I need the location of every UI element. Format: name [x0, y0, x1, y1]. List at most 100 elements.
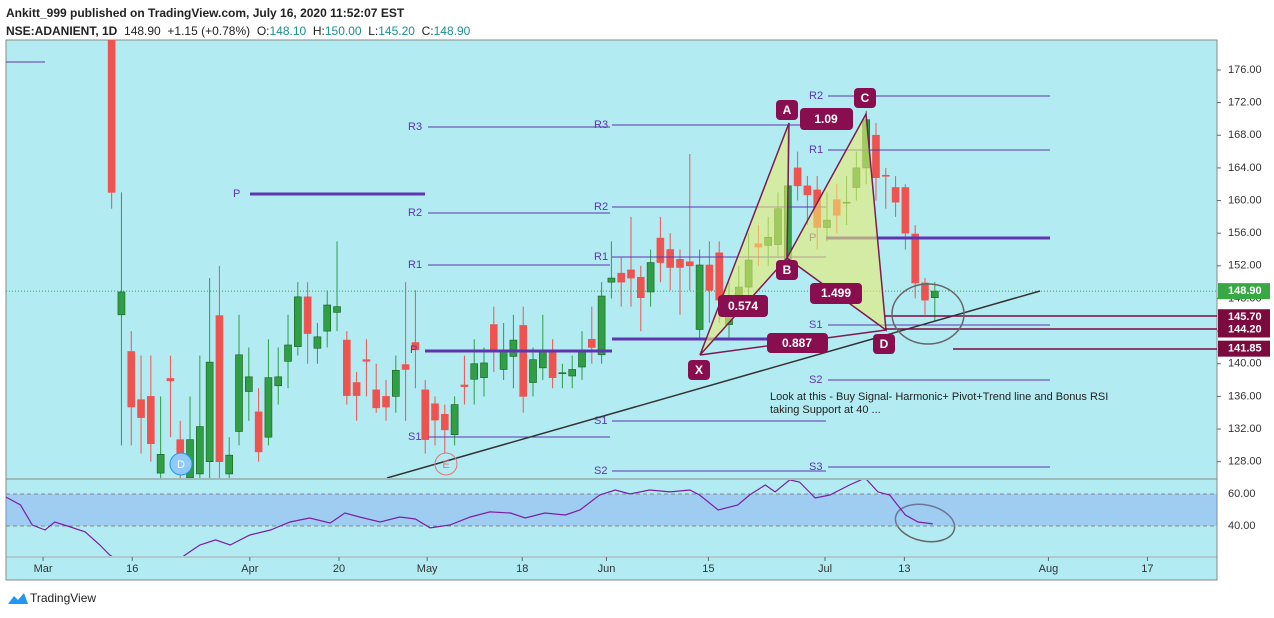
- candle-body: [460, 384, 469, 387]
- footer: TradingView: [6, 590, 96, 606]
- x-tick-label: 15: [702, 563, 714, 575]
- price-label: 144.20: [1228, 323, 1262, 335]
- x-tick-label: 17: [1141, 563, 1153, 575]
- candle-body: [891, 187, 900, 203]
- candle-body: [401, 364, 410, 370]
- candle-body: [372, 389, 381, 409]
- candle-body: [294, 296, 302, 347]
- point-box: [688, 360, 710, 380]
- pivot-label: R3: [594, 119, 608, 131]
- candle-body: [333, 306, 341, 313]
- candle-body: [588, 338, 596, 348]
- y-tick-label: 172.00: [1228, 97, 1262, 109]
- candle-body: [509, 339, 518, 357]
- candle-body: [558, 372, 567, 375]
- ohlc-label: H:: [312, 24, 325, 38]
- ratio-label: 0.574: [728, 299, 758, 313]
- candle-body: [529, 359, 537, 383]
- last-price: 148.90: [124, 24, 161, 38]
- x-tick-label: 16: [126, 563, 138, 575]
- pivot-label: P: [233, 188, 240, 200]
- candle-body: [303, 296, 312, 334]
- candle-body: [539, 349, 547, 369]
- candle-body: [646, 262, 655, 293]
- plot-background: [5, 39, 1218, 581]
- ratio-label: 0.887: [782, 336, 812, 350]
- change: +1.15 (+0.78%): [167, 24, 251, 38]
- symbol: NSE:ADANIENT, 1D: [6, 24, 118, 38]
- rsi-band: [6, 494, 1217, 526]
- rsi-line: [6, 480, 933, 556]
- price-label: 141.85: [1228, 343, 1262, 355]
- y-tick-label: 160.00: [1228, 194, 1262, 206]
- candle-body: [901, 187, 910, 234]
- ratio-box: [810, 283, 862, 304]
- candle-body: [147, 396, 155, 445]
- candle-body: [382, 396, 390, 408]
- candle-body: [793, 167, 802, 187]
- candle-body: [156, 454, 165, 474]
- point-box: [776, 260, 798, 280]
- ohlc-value: 148.90: [433, 24, 471, 38]
- candle-body: [274, 376, 283, 387]
- pivot-label: S3: [809, 461, 822, 473]
- event-marker[interactable]: [434, 452, 458, 476]
- pivot-label: S2: [594, 465, 607, 477]
- candle-body: [107, 40, 116, 193]
- candle-body: [196, 426, 204, 475]
- ohlc-value: 148.10: [269, 24, 307, 38]
- candle-body: [911, 233, 919, 284]
- candle-body: [930, 290, 939, 298]
- candle-body: [470, 363, 479, 380]
- y-tick-label: 152.00: [1228, 260, 1262, 272]
- event-label: E: [442, 459, 449, 471]
- candle-body: [137, 399, 145, 418]
- candle-body: [441, 414, 449, 431]
- candle-body: [323, 304, 332, 332]
- candle-body: [499, 351, 508, 370]
- candle-body: [627, 269, 635, 279]
- candle-body: [881, 174, 890, 177]
- point-label: D: [880, 337, 889, 351]
- y-tick-label: 128.00: [1228, 456, 1262, 468]
- candle-body: [411, 342, 420, 351]
- candle-body: [127, 351, 136, 408]
- x-tick-label: Jul: [818, 563, 832, 575]
- price-label-box: [1218, 340, 1270, 357]
- candle-body: [235, 354, 243, 432]
- y-tick-label: 140.00: [1228, 358, 1262, 370]
- price-label-box: [1218, 309, 1270, 326]
- point-box: [873, 334, 895, 354]
- brand: TradingView: [30, 591, 97, 605]
- candle-body: [548, 349, 557, 378]
- trend-line: [386, 290, 1041, 478]
- x-tick-label: 20: [333, 563, 345, 575]
- x-tick-label: Jun: [598, 563, 616, 575]
- candle-body: [313, 336, 322, 349]
- candle-body: [343, 339, 351, 396]
- candle-body: [264, 377, 273, 438]
- candle-body: [705, 264, 714, 291]
- pivot-label: R1: [408, 259, 422, 271]
- candle-body: [666, 249, 674, 268]
- point-label: B: [783, 263, 792, 277]
- event-marker[interactable]: [169, 452, 193, 476]
- pivot-label: R3: [408, 121, 422, 133]
- x-tick-label: May: [417, 563, 438, 575]
- price-label: 145.70: [1228, 311, 1262, 323]
- rsi-pane: [6, 480, 1217, 556]
- ratio-label: 1.09: [814, 112, 838, 126]
- ohlc-label: O:: [256, 24, 270, 38]
- price-label-box: [1218, 321, 1270, 338]
- ratio-box: [800, 108, 853, 130]
- ohlc-value: 150.00: [324, 24, 362, 38]
- candle-body: [352, 382, 361, 396]
- rsi-circle: [894, 503, 956, 543]
- logo: [8, 593, 28, 604]
- candle-body: [872, 134, 880, 179]
- candle-body: [284, 344, 292, 362]
- candle-body: [607, 277, 616, 283]
- candle-body: [431, 403, 439, 421]
